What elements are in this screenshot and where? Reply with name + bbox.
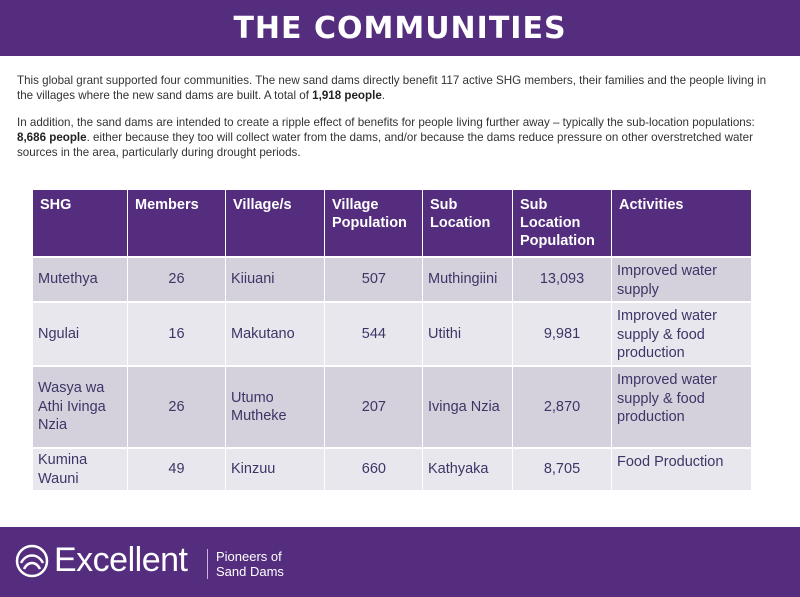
cell-sub-location-population: 2,870	[512, 365, 612, 449]
header-village-population: Village Population	[324, 189, 423, 258]
cell-activities: Improved water supply & food production	[611, 365, 752, 449]
cell-village-population: 660	[324, 447, 423, 491]
cell-sub-location: Ivinga Nzia	[422, 365, 513, 449]
cell-members: 26	[127, 256, 226, 303]
intro-paragraph-1-text: This global grant supported four communi…	[17, 74, 767, 102]
cell-activities: Improved water supply & food production	[611, 301, 752, 367]
brand-name: Excellent	[54, 541, 188, 579]
header-sub-location-population: Sub Location Population	[512, 189, 612, 258]
cell-village: Utumo Mutheke	[225, 365, 325, 449]
header-shg: SHG	[32, 189, 128, 258]
cell-sub-location-population: 8,705	[512, 447, 612, 491]
excellent-logo-icon	[15, 544, 49, 578]
cell-activities: Improved water supply	[611, 256, 752, 303]
communities-table: SHG Members Village/s Village Population…	[32, 189, 752, 491]
header-sub-location: Sub Location	[422, 189, 513, 258]
cell-sub-location-population: 9,981	[512, 301, 612, 367]
cell-members: 49	[127, 447, 226, 491]
cell-village: Kinzuu	[225, 447, 325, 491]
cell-village: Makutano	[225, 301, 325, 367]
page-title: The Communities	[233, 10, 567, 46]
cell-village-population: 507	[324, 256, 423, 303]
cell-village-population: 544	[324, 301, 423, 367]
intro-text: This global grant supported four communi…	[17, 73, 777, 172]
header-members: Members	[127, 189, 226, 258]
tagline-line-1: Pioneers of	[216, 549, 282, 564]
table-row: Wasya wa Athi Ivinga Nzia 26 Utumo Muthe…	[32, 365, 752, 449]
cell-village: Kiiuani	[225, 256, 325, 303]
cell-sub-location-population: 13,093	[512, 256, 612, 303]
cell-sub-location: Utithi	[422, 301, 513, 367]
table-row: Mutethya 26 Kiiuani 507 Muthingiini 13,0…	[32, 256, 752, 303]
cell-members: 26	[127, 365, 226, 449]
header-activities: Activities	[611, 189, 752, 258]
cell-shg: Kumina Wauni	[32, 447, 128, 491]
header-bar: The Communities	[0, 0, 800, 56]
intro-paragraph-2-end: . either because they too will collect w…	[17, 131, 753, 159]
intro-paragraph-1-end: .	[381, 89, 386, 102]
direct-beneficiaries-total: 1,918 people	[312, 89, 382, 102]
table-header-row: SHG Members Village/s Village Population…	[32, 189, 752, 258]
brand-divider	[207, 549, 208, 579]
intro-paragraph-2-text: In addition, the sand dams are intended …	[17, 116, 755, 129]
cell-members: 16	[127, 301, 226, 367]
indirect-beneficiaries-total: 8,686 people	[17, 131, 87, 144]
cell-activities: Food Production	[611, 447, 752, 491]
header-village: Village/s	[225, 189, 325, 258]
cell-sub-location: Kathyaka	[422, 447, 513, 491]
cell-shg: Ngulai	[32, 301, 128, 367]
table-row: Ngulai 16 Makutano 544 Utithi 9,981 Impr…	[32, 301, 752, 367]
brand-tagline: Pioneers of Sand Dams	[216, 549, 284, 579]
intro-paragraph-2: In addition, the sand dams are intended …	[17, 115, 777, 160]
tagline-line-2: Sand Dams	[216, 564, 284, 579]
cell-shg: Mutethya	[32, 256, 128, 303]
footer-bar: Excellent Pioneers of Sand Dams	[0, 527, 800, 597]
cell-sub-location: Muthingiini	[422, 256, 513, 303]
intro-paragraph-1: This global grant supported four communi…	[17, 73, 777, 103]
table-row: Kumina Wauni 49 Kinzuu 660 Kathyaka 8,70…	[32, 447, 752, 491]
cell-shg: Wasya wa Athi Ivinga Nzia	[32, 365, 128, 449]
cell-village-population: 207	[324, 365, 423, 449]
